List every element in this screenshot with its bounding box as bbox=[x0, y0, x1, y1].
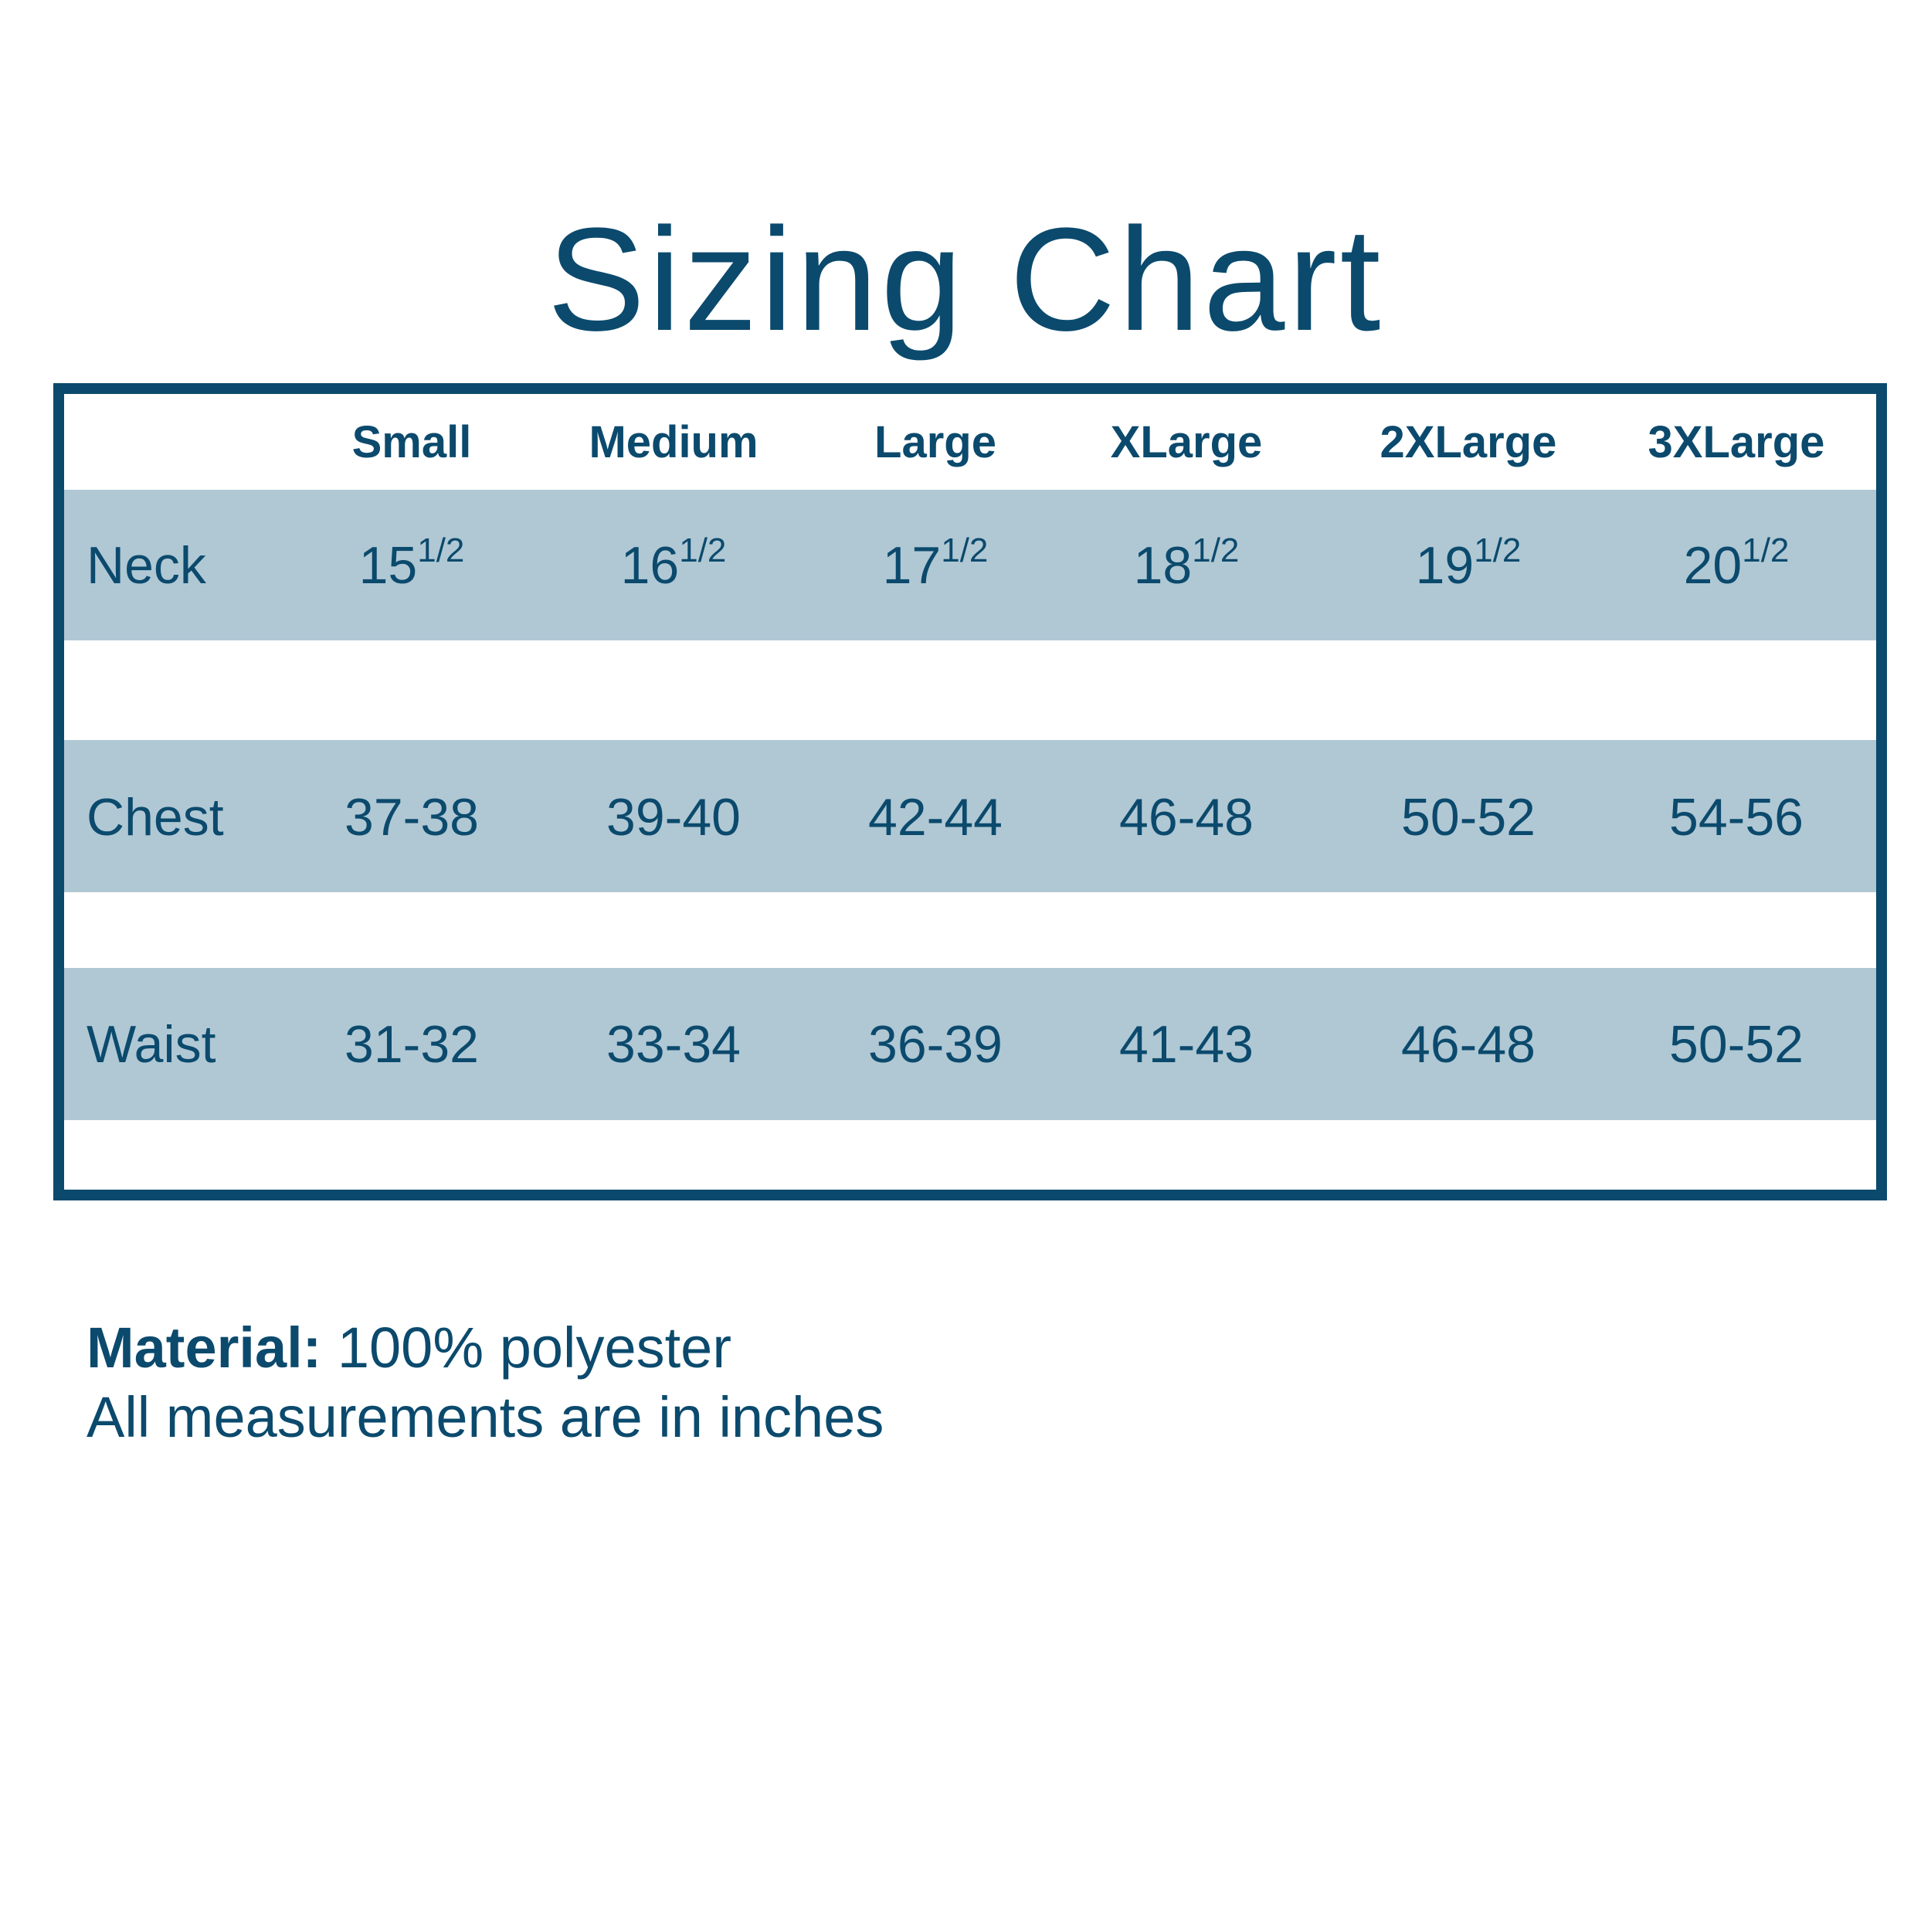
table-cell: 54-56 bbox=[1605, 786, 1868, 848]
cell-value: 19 bbox=[1415, 536, 1475, 595]
page-title: Sizing Chart bbox=[547, 198, 1384, 362]
cell-value: 39-40 bbox=[606, 788, 741, 847]
table-cell: 151/2 bbox=[280, 534, 543, 596]
waist-row-band bbox=[64, 968, 1876, 1120]
table-cell: 33-34 bbox=[542, 1014, 805, 1075]
cell-value: 18 bbox=[1133, 536, 1193, 595]
cell-value: 15 bbox=[358, 536, 418, 595]
table-cell: 36-39 bbox=[804, 1014, 1067, 1075]
material-label: Material: bbox=[87, 1316, 322, 1380]
cell-value: 41-43 bbox=[1119, 1015, 1254, 1074]
units-note: All measurements are in inches bbox=[87, 1385, 884, 1449]
cell-fraction: 1/2 bbox=[941, 531, 989, 569]
cell-fraction: 1/2 bbox=[679, 531, 727, 569]
sizing-table-frame bbox=[53, 383, 1887, 1200]
cell-value: 46-48 bbox=[1119, 788, 1254, 847]
cell-value: 33-34 bbox=[606, 1015, 741, 1074]
column-header: 2XLarge bbox=[1380, 417, 1557, 467]
material-value: 100% polyester bbox=[337, 1316, 731, 1380]
cell-fraction: 1/2 bbox=[1474, 531, 1522, 569]
column-header: Large bbox=[874, 417, 996, 467]
table-cell: 50-52 bbox=[1605, 1014, 1868, 1075]
cell-value: 54-56 bbox=[1669, 788, 1804, 847]
cell-value: 16 bbox=[620, 536, 680, 595]
cell-value: 46-48 bbox=[1401, 1015, 1536, 1074]
table-cell: 41-43 bbox=[1055, 1014, 1318, 1075]
table-cell: 46-48 bbox=[1055, 786, 1318, 848]
cell-value: 37-38 bbox=[344, 788, 479, 847]
cell-value: 20 bbox=[1683, 536, 1743, 595]
table-cell: 161/2 bbox=[542, 534, 805, 596]
table-cell: 171/2 bbox=[804, 534, 1067, 596]
table-cell: 39-40 bbox=[542, 786, 805, 848]
cell-value: 31-32 bbox=[344, 1015, 479, 1074]
cell-value: 36-39 bbox=[868, 1015, 1003, 1074]
column-header: Small bbox=[351, 417, 472, 467]
column-header: 3XLarge bbox=[1648, 417, 1825, 467]
cell-value: 50-52 bbox=[1669, 1015, 1804, 1074]
row-label: Waist bbox=[87, 1015, 216, 1074]
cell-value: 17 bbox=[882, 536, 942, 595]
column-header: XLarge bbox=[1110, 417, 1263, 467]
table-cell: 37-38 bbox=[280, 786, 543, 848]
table-cell: 46-48 bbox=[1337, 1014, 1600, 1075]
cell-fraction: 1/2 bbox=[417, 531, 465, 569]
row-label: Neck bbox=[87, 536, 206, 595]
cell-fraction: 1/2 bbox=[1192, 531, 1240, 569]
neck-row-band bbox=[64, 490, 1876, 640]
material-note: Material: 100% polyester bbox=[87, 1313, 731, 1383]
table-cell: 50-52 bbox=[1337, 786, 1600, 848]
table-cell: 42-44 bbox=[804, 786, 1067, 848]
chest-row-band bbox=[64, 740, 1876, 892]
cell-fraction: 1/2 bbox=[1742, 531, 1790, 569]
row-label: Chest bbox=[87, 788, 224, 847]
cell-value: 50-52 bbox=[1401, 788, 1536, 847]
table-cell: 191/2 bbox=[1337, 534, 1600, 596]
table-cell: 181/2 bbox=[1055, 534, 1318, 596]
table-cell: 31-32 bbox=[280, 1014, 543, 1075]
cell-value: 42-44 bbox=[868, 788, 1003, 847]
column-header: Medium bbox=[589, 417, 758, 467]
table-cell: 201/2 bbox=[1605, 534, 1868, 596]
